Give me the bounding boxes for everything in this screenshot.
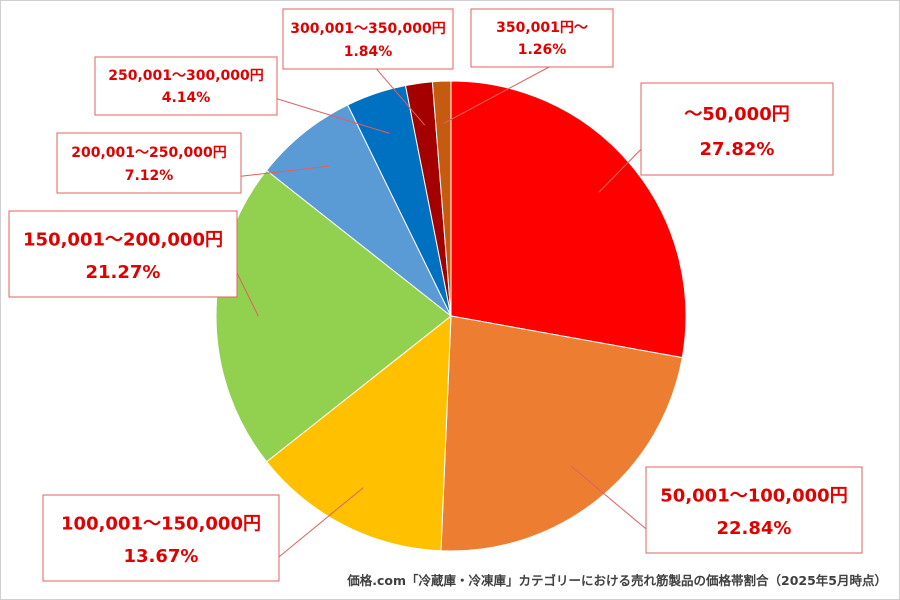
callout-connector xyxy=(276,98,390,134)
callout-connectors xyxy=(236,66,647,558)
callout-box xyxy=(282,8,454,70)
callout-connector xyxy=(236,272,259,317)
category-label: 100,001～150,000円 xyxy=(61,513,261,534)
value-label: 21.27% xyxy=(86,262,161,283)
callout-connector xyxy=(240,165,331,177)
chart-caption: 価格.com「冷蔵庫・冷凍庫」カテゴリーにおける売れ筋製品の価格帯割合（2025… xyxy=(347,573,887,588)
category-label: 200,001～250,000円 xyxy=(71,145,227,161)
callout-labels: ～50,000円 27.82% 50,001～100,000円 22.84% 100,0… xyxy=(8,8,863,582)
category-label: 150,001～200,000円 xyxy=(23,229,223,250)
pie-slices xyxy=(215,80,687,552)
callout-box xyxy=(56,132,242,194)
value-label: 27.82% xyxy=(700,139,775,160)
category-label: 350,001円～ xyxy=(496,20,588,36)
callout-box xyxy=(94,56,278,116)
pie-slice xyxy=(265,104,452,317)
callout: 50,001～100,000円 22.84% xyxy=(645,466,863,554)
value-label: 1.84% xyxy=(344,44,393,60)
callout-box xyxy=(470,8,614,68)
callout-connector xyxy=(376,68,426,126)
callout-connector xyxy=(278,487,364,558)
callout-connector xyxy=(443,66,550,124)
callout-box xyxy=(8,210,238,298)
value-label: 1.26% xyxy=(518,42,567,58)
value-label: 4.14% xyxy=(162,90,211,106)
callout: 300,001～350,000円 1.84% xyxy=(282,8,454,70)
pie-slice xyxy=(450,80,687,359)
category-label: 300,001～350,000円 xyxy=(290,21,446,37)
category-label: ～50,000円 xyxy=(684,104,789,125)
value-label: 13.67% xyxy=(124,546,199,567)
callout: 200,001～250,000円 7.12% xyxy=(56,132,242,194)
callout: 100,001～150,000円 13.67% xyxy=(42,494,280,582)
callout: 150,001～200,000円 21.27% xyxy=(8,210,238,298)
value-label: 7.12% xyxy=(125,168,174,184)
callout-connector xyxy=(598,148,642,193)
value-label: 22.84% xyxy=(717,518,792,539)
pie-slice xyxy=(265,314,452,552)
pie-slice xyxy=(431,80,452,317)
callout-box xyxy=(640,82,834,176)
pie-slice xyxy=(440,315,683,552)
callout-connector xyxy=(571,466,647,530)
category-label: 250,001～300,000円 xyxy=(108,68,264,84)
pie-slice xyxy=(215,169,452,463)
category-label: 50,001～100,000円 xyxy=(660,485,847,506)
callout: 350,001円～ 1.26% xyxy=(470,8,614,68)
callout: 250,001～300,000円 4.14% xyxy=(94,56,278,116)
callout-box xyxy=(42,494,280,582)
callout: ～50,000円 27.82% xyxy=(640,82,834,176)
callout-box xyxy=(645,466,863,554)
